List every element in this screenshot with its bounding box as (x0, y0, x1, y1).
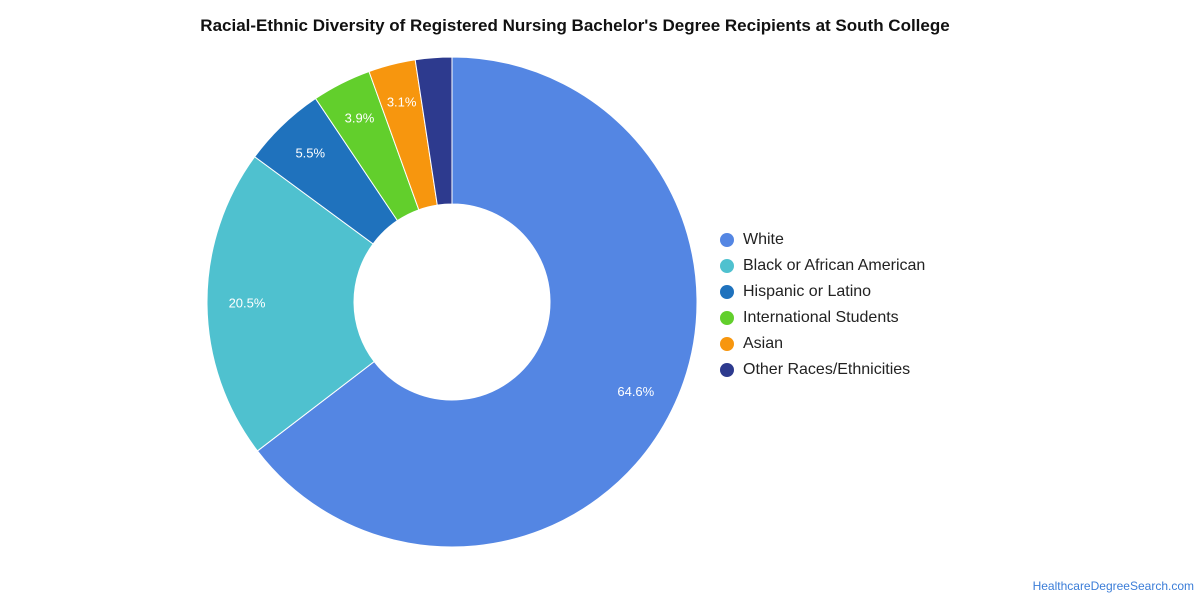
slice-label-black-or-african-american: 20.5% (229, 295, 266, 310)
legend-item-asian[interactable]: Asian (720, 331, 925, 357)
donut-slices (206, 56, 698, 548)
legend-label: Other Races/Ethnicities (743, 361, 911, 378)
slice-white[interactable] (256, 56, 698, 548)
slice-label-white: 64.6% (617, 384, 654, 399)
legend-item-international-students[interactable]: International Students (720, 305, 925, 331)
slice-labels: 64.6% 20.5% 5.5% 3.9% 3.1% (229, 95, 655, 399)
legend-swatch (720, 259, 734, 273)
slice-label-asian: 3.1% (387, 95, 417, 110)
legend-item-black-or-african-american[interactable]: Black or African American (720, 253, 925, 279)
legend-swatch (720, 311, 734, 325)
legend-item-hispanic-or-latino[interactable]: Hispanic or Latino (720, 279, 925, 305)
legend-item-other-races-ethnicities[interactable]: Other Races/Ethnicities (720, 357, 925, 383)
legend-swatch (720, 233, 734, 247)
slice-other-races-ethnicities[interactable] (414, 56, 453, 206)
legend-label: Black or African American (743, 257, 926, 274)
legend-swatch (720, 285, 734, 299)
legend-label: Hispanic or Latino (743, 283, 872, 300)
slice-black-or-african-american[interactable] (206, 156, 375, 452)
legend-label: White (743, 231, 784, 248)
slice-label-international-students: 3.9% (345, 110, 375, 125)
chart-title: Racial-Ethnic Diversity of Registered Nu… (200, 16, 950, 35)
chart-legend: White Black or African American Hispanic o… (720, 227, 925, 383)
source-credit[interactable]: HealthcareDegreeSearch.com (1032, 579, 1194, 593)
legend-item-white[interactable]: White (720, 227, 925, 253)
legend-label: Asian (743, 335, 784, 352)
legend-swatch (720, 337, 734, 351)
legend-label: International Students (743, 309, 899, 326)
slice-label-hispanic-or-latino: 5.5% (295, 145, 325, 160)
legend-swatch (720, 363, 734, 377)
